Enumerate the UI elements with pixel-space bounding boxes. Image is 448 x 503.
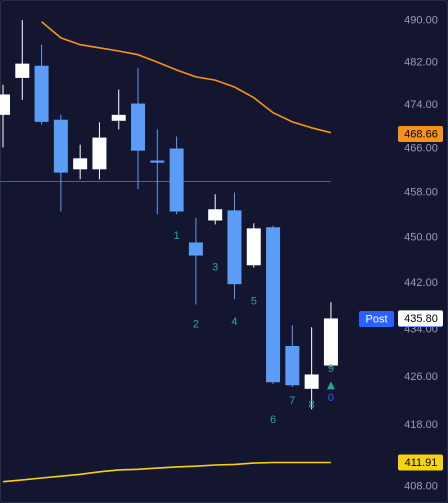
price-label: 411.91	[405, 457, 438, 469]
setup-count: 3	[212, 261, 218, 273]
setup-count: 9	[328, 363, 334, 375]
y-tick-label: 418.00	[404, 419, 438, 431]
price-label-box	[398, 454, 443, 471]
candle	[266, 225, 281, 385]
plot-area: 1 2 3 4 5 6 7 8 9 0	[0, 20, 338, 483]
y-tick-label: 466.00	[404, 142, 438, 154]
price-label-box	[398, 126, 443, 143]
y-tick-label: 408.00	[404, 481, 438, 493]
setup-count: 7	[289, 395, 295, 407]
price-tag: Post	[365, 313, 387, 325]
countdown-arrow	[326, 381, 335, 390]
candle	[188, 217, 203, 305]
moving-average	[2, 461, 331, 483]
y-tick-label: 426.00	[404, 371, 438, 383]
price-label: 468.66	[404, 128, 438, 140]
price-label: 435.80	[404, 313, 438, 325]
candle-body	[227, 210, 242, 285]
moving-average	[41, 21, 332, 134]
candle-body	[34, 65, 49, 122]
y-tick-label: 482.00	[404, 56, 438, 68]
candle-body	[92, 137, 107, 170]
y-tick-label: 450.00	[404, 231, 438, 243]
candle-body	[208, 209, 223, 221]
setup-count: 6	[270, 414, 276, 426]
candle-body	[304, 374, 319, 389]
y-tick-label: 442.00	[404, 277, 438, 289]
candle-body	[111, 114, 126, 121]
candle-body	[131, 103, 146, 151]
candle-body	[0, 94, 10, 115]
countdown-count: 0	[328, 392, 334, 404]
candle	[304, 327, 319, 410]
candle-body	[15, 63, 30, 78]
candle-body	[266, 227, 281, 383]
setup-count: 5	[251, 295, 257, 307]
candle-body	[285, 345, 300, 386]
candle-body	[169, 148, 184, 212]
candle	[150, 129, 165, 215]
y-tick-label: 474.00	[404, 99, 438, 111]
price-tag-box	[359, 310, 394, 327]
price-axis: 490.00 482.00 474.00 466.00 458.00 450.00 442.…	[359, 15, 443, 493]
candle-body	[73, 158, 88, 170]
candle-body	[150, 160, 165, 163]
candle	[323, 302, 338, 368]
candle	[246, 223, 261, 268]
candle	[111, 89, 126, 130]
candle-body	[246, 228, 261, 266]
candle	[53, 114, 68, 212]
candle	[15, 20, 30, 100]
setup-count: 2	[193, 318, 199, 330]
candle	[34, 44, 49, 125]
candle	[0, 84, 10, 148]
candle-body	[53, 119, 68, 173]
candle	[285, 325, 300, 388]
candle	[73, 144, 88, 180]
candle	[227, 192, 242, 300]
price-label-box	[398, 310, 443, 327]
setup-count: 8	[309, 399, 315, 411]
candle	[92, 122, 107, 180]
candle	[131, 67, 146, 190]
candle	[208, 194, 223, 225]
candle	[169, 136, 184, 215]
y-tick-label: 458.00	[404, 186, 438, 198]
setup-count: 1	[174, 230, 180, 242]
y-tick-label: 490.00	[404, 15, 438, 27]
setup-count: 4	[231, 316, 237, 328]
candle-body	[323, 318, 338, 366]
candle-body	[188, 242, 203, 256]
